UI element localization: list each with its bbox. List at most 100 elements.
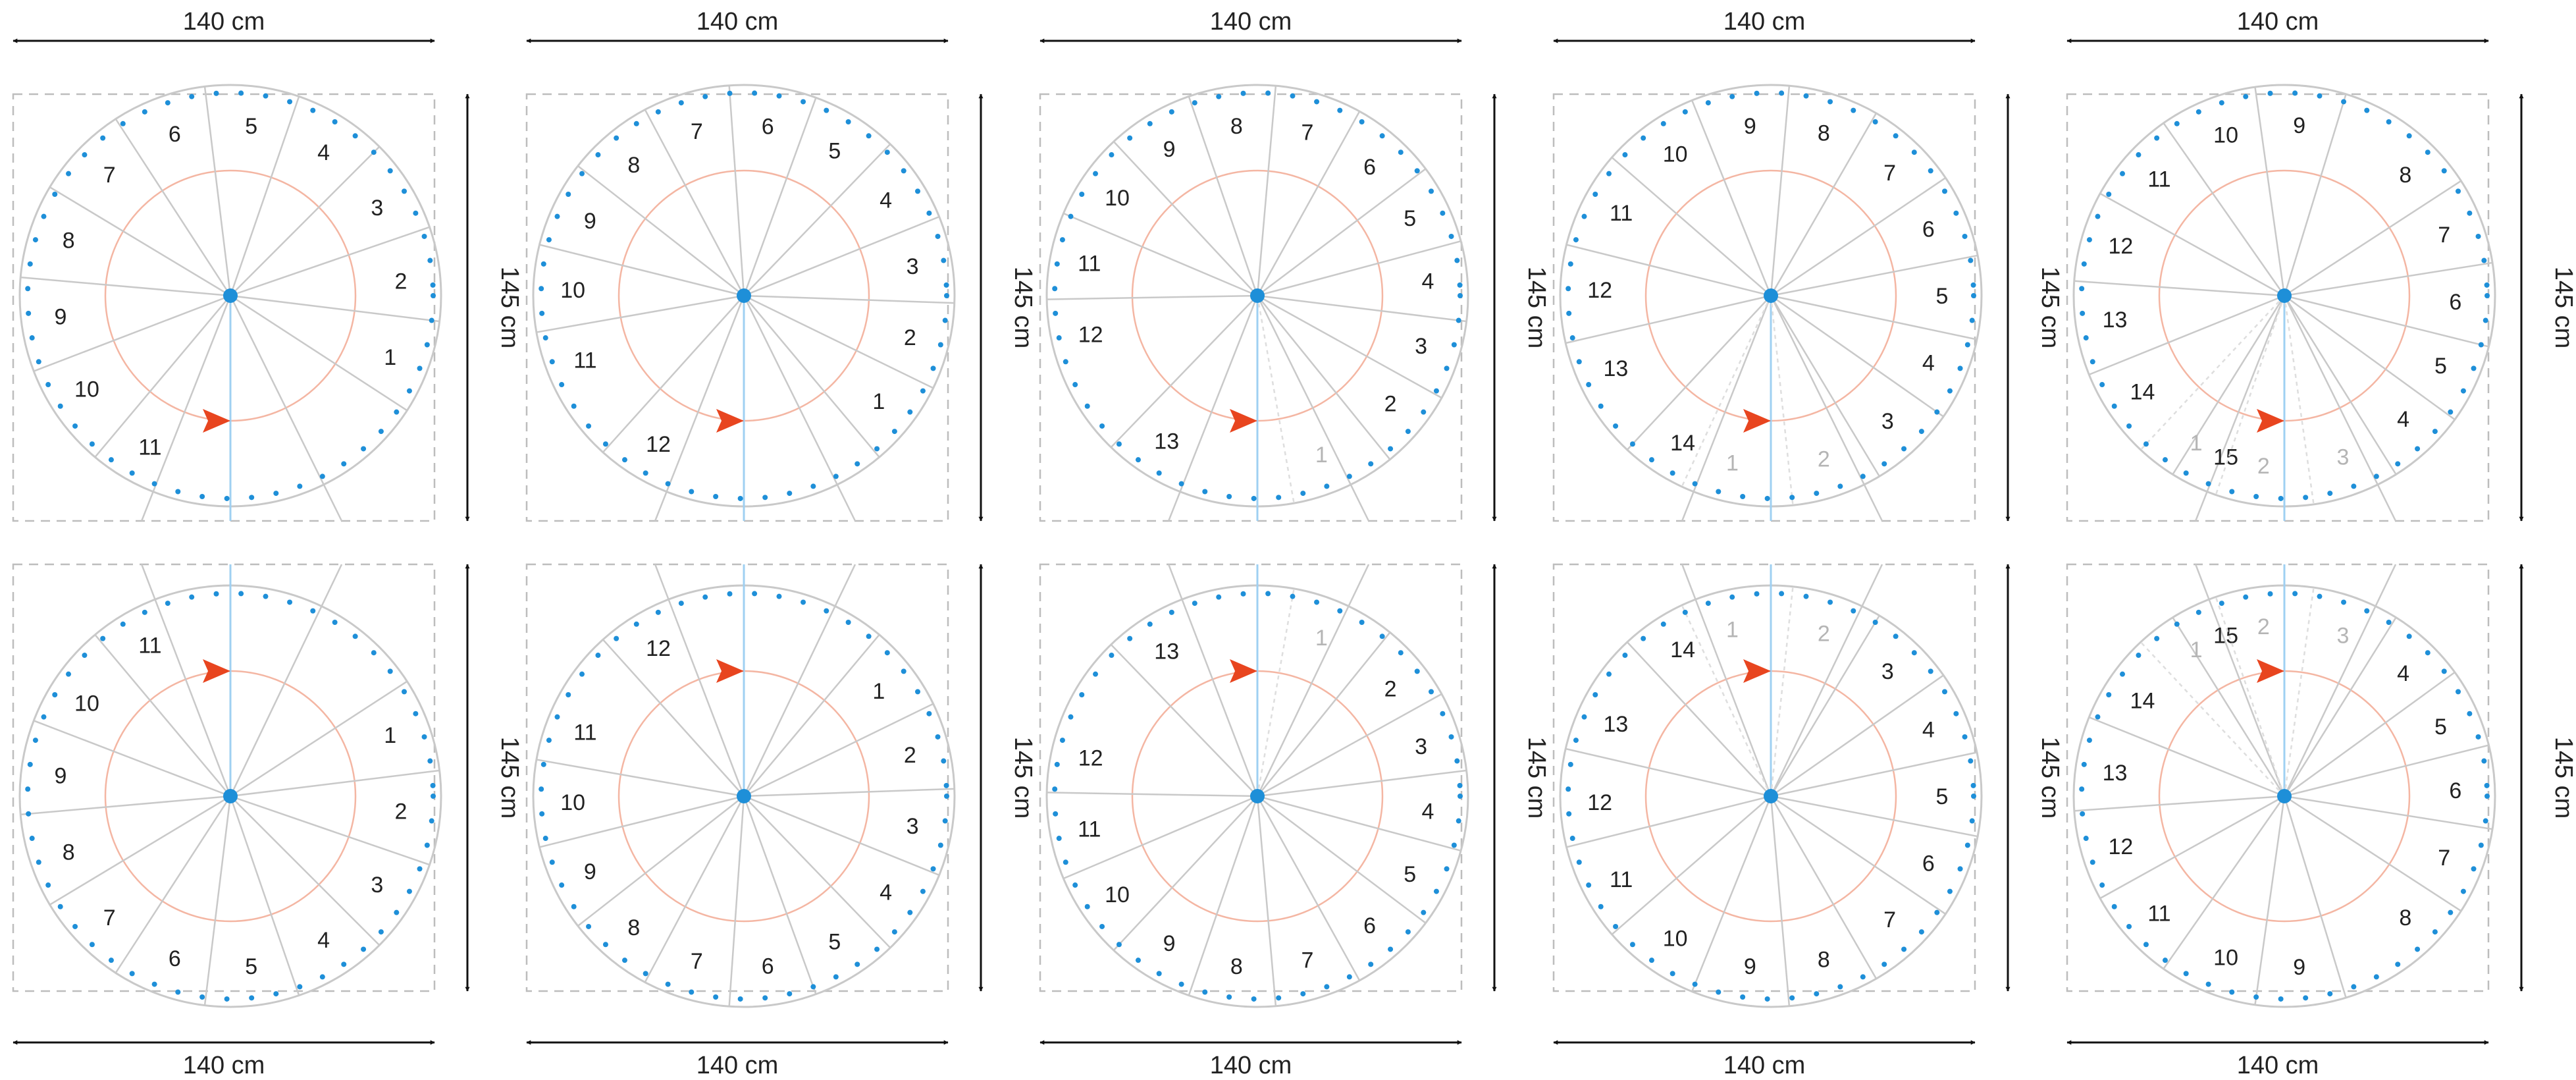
baluster-dot xyxy=(1592,192,1598,197)
baluster-dot xyxy=(26,310,32,316)
tread-line xyxy=(1770,294,1978,340)
tread-line xyxy=(49,186,231,297)
stair-frame xyxy=(525,93,949,522)
tread-line xyxy=(230,226,430,297)
baluster-dot xyxy=(1414,168,1420,174)
tread-line xyxy=(1257,795,1461,852)
step-number: 13 xyxy=(1603,356,1628,381)
baluster-dot xyxy=(1779,591,1785,597)
tread-line xyxy=(2088,716,2285,797)
step-number: 9 xyxy=(1163,137,1176,162)
step-number: 8 xyxy=(63,840,75,865)
tread-line xyxy=(33,294,231,372)
baluster-dot xyxy=(2111,904,2117,909)
baluster-dot xyxy=(2484,782,2490,788)
center-post xyxy=(2277,789,2292,803)
step-number: 9 xyxy=(584,209,596,234)
tread-line xyxy=(2283,616,2397,797)
height-dimension-label: 145 cm xyxy=(1009,267,1037,349)
direction-arrow-icon xyxy=(1230,409,1257,433)
baluster-dot xyxy=(2460,388,2466,394)
baluster-dot xyxy=(2090,859,2095,865)
baluster-dot xyxy=(2267,591,2273,597)
height-dimension-label: 145 cm xyxy=(2036,267,2064,349)
step-number: 8 xyxy=(1818,121,1830,146)
step-number: 9 xyxy=(54,763,66,788)
tread-line xyxy=(2283,295,2397,475)
baluster-dot xyxy=(1300,991,1306,997)
baluster-dot xyxy=(1127,135,1133,141)
baluster-dot xyxy=(2475,233,2481,239)
baluster-dot xyxy=(27,261,33,267)
baluster-dot xyxy=(2456,689,2461,695)
baluster-dot xyxy=(1641,635,1646,641)
step-number: 9 xyxy=(1744,954,1756,979)
baluster-dot xyxy=(2081,761,2087,767)
baluster-dot xyxy=(1109,653,1115,659)
baluster-dot xyxy=(2195,609,2201,615)
baluster-dot xyxy=(1314,599,1320,605)
baluster-dot xyxy=(1569,335,1575,341)
baluster-dot xyxy=(1934,409,1940,415)
baluster-dot xyxy=(2143,942,2149,948)
tread-line xyxy=(229,96,300,296)
baluster-dot xyxy=(926,210,932,216)
baluster-dot xyxy=(1135,457,1141,463)
baluster-dot xyxy=(920,888,926,894)
baluster-dot xyxy=(352,133,358,139)
tread-line xyxy=(230,680,408,797)
step-number: 6 xyxy=(1922,851,1935,877)
step-number: 11 xyxy=(573,720,596,745)
baluster-dot xyxy=(1056,836,1062,842)
step-number: 6 xyxy=(762,115,774,140)
baluster-dot xyxy=(1116,441,1122,447)
baluster-dot xyxy=(935,233,941,239)
step-number: 5 xyxy=(1404,862,1416,887)
tread-line xyxy=(1110,643,1258,797)
baluster-dot xyxy=(213,90,219,96)
baluster-dot xyxy=(45,882,51,888)
baluster-dot xyxy=(2448,409,2454,415)
baluster-dot xyxy=(1622,152,1628,158)
baluster-dot xyxy=(429,818,434,824)
entry-edge xyxy=(743,295,856,522)
baluster-dot xyxy=(787,991,793,997)
step-number: 8 xyxy=(627,915,640,940)
baluster-dot xyxy=(866,133,872,139)
baluster-dot xyxy=(1586,382,1592,388)
stair-frame xyxy=(12,93,436,522)
baluster-dot xyxy=(1968,257,1974,263)
baluster-dot xyxy=(1716,489,1722,495)
baluster-dot xyxy=(2467,711,2473,716)
baluster-dot xyxy=(2229,989,2235,995)
direction-arrow-icon xyxy=(1743,409,1771,433)
step-number: 6 xyxy=(1363,913,1376,938)
tread-line xyxy=(536,294,745,333)
entry-edge xyxy=(229,564,343,797)
step-number: 10 xyxy=(560,278,585,303)
baluster-dot xyxy=(1692,981,1698,987)
baluster-dot xyxy=(2395,961,2401,967)
tread-line xyxy=(536,759,745,797)
baluster-dot xyxy=(2253,994,2259,1000)
baluster-dot xyxy=(1660,121,1666,126)
tread-line xyxy=(1257,168,1427,296)
tread-line xyxy=(2074,795,2285,812)
baluster-dot xyxy=(1454,257,1460,263)
baluster-dot xyxy=(2143,441,2149,447)
baluster-dot xyxy=(1962,233,1968,239)
width-dimension-label: 140 cm xyxy=(183,8,265,36)
baluster-dot xyxy=(1054,761,1060,767)
entry-edge xyxy=(140,564,232,797)
baluster-dot xyxy=(319,974,325,980)
step-number: 15 xyxy=(2213,445,2238,470)
step-number: 11 xyxy=(138,435,161,460)
baluster-dot xyxy=(1054,261,1060,267)
baluster-dot xyxy=(1789,495,1795,500)
step-number: 5 xyxy=(245,954,257,979)
baluster-dot xyxy=(854,461,860,467)
tread-line xyxy=(1626,295,1772,450)
baluster-dot xyxy=(1629,942,1635,948)
baluster-dot xyxy=(586,423,592,429)
baluster-dot xyxy=(2120,171,2126,176)
